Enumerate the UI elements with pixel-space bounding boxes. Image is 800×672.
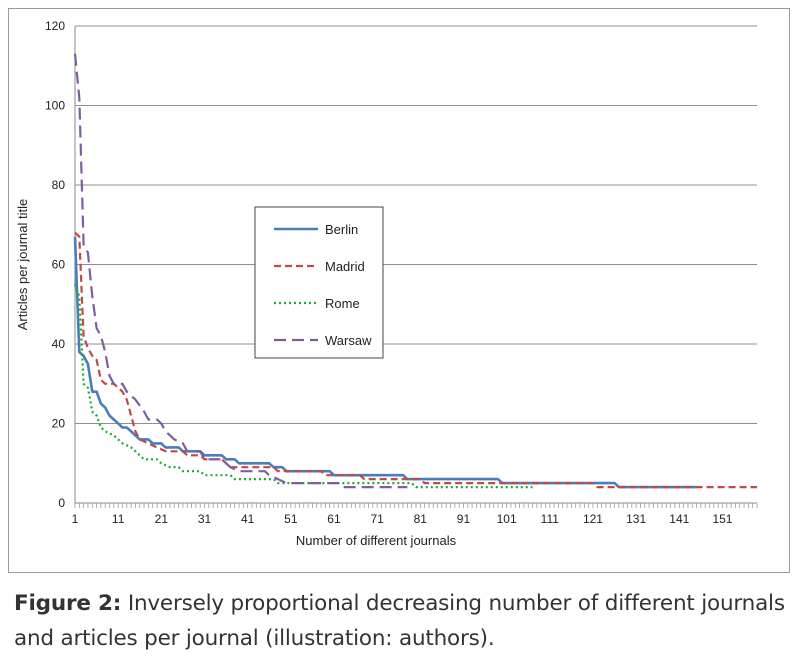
legend-label-madrid: Madrid <box>325 259 365 274</box>
series-line-berlin <box>73 236 697 489</box>
x-tick-label: 1 <box>72 512 79 526</box>
x-minor-ticks <box>74 503 758 508</box>
series-line-rome <box>73 284 533 489</box>
y-axis-title: Articles per journal title <box>15 199 30 331</box>
y-tick-labels: 0 20 40 60 80 100 120 <box>45 19 65 510</box>
x-tick-label: 51 <box>284 512 298 526</box>
x-tick-label: 81 <box>414 512 428 526</box>
y-tick-label: 80 <box>52 178 66 192</box>
y-tick-label: 60 <box>52 258 66 272</box>
legend-label-rome: Rome <box>325 296 360 311</box>
x-tick-label: 71 <box>370 512 384 526</box>
x-tick-label: 91 <box>457 512 471 526</box>
y-tick-label: 100 <box>45 99 65 113</box>
x-tick-label: 101 <box>497 512 517 526</box>
caption-label: Figure 2: <box>14 591 122 616</box>
legend-label-warsaw: Warsaw <box>325 333 372 348</box>
y-tick-label: 120 <box>45 19 65 33</box>
x-tick-label: 31 <box>198 512 212 526</box>
caption-text: Inversely proportional decreasing number… <box>14 591 785 651</box>
legend-box <box>254 206 384 359</box>
y-tick-label: 40 <box>52 337 66 351</box>
y-tick-label: 20 <box>52 417 66 431</box>
x-tick-label: 131 <box>626 512 646 526</box>
legend: Berlin Madrid Rome Warsaw <box>254 206 384 359</box>
series-line-warsaw <box>73 53 408 489</box>
x-tick-label: 141 <box>669 512 689 526</box>
y-tick-label: 0 <box>58 496 65 510</box>
series-line-madrid <box>74 231 757 489</box>
series-lines <box>73 53 757 489</box>
x-tick-label: 61 <box>327 512 341 526</box>
legend-label-berlin: Berlin <box>325 222 358 237</box>
x-tick-label: 41 <box>241 512 255 526</box>
x-tick-label: 111 <box>541 512 560 526</box>
gridlines <box>75 25 757 424</box>
x-tick-label: 121 <box>583 512 603 526</box>
x-axis-title: Number of different journals <box>296 533 457 548</box>
chart-frame: 0 20 40 60 80 100 120 1 11 21 31 41 51 61 71 81 91 101 11… <box>8 8 790 573</box>
x-tick-labels: 1 11 21 31 41 51 61 71 81 91 101 111 121 131 141 151 <box>72 512 733 526</box>
x-tick-label: 151 <box>712 512 732 526</box>
x-tick-label: 11 <box>112 512 125 526</box>
x-tick-label: 21 <box>155 512 169 526</box>
figure-caption: Figure 2: Inversely proportional decreas… <box>14 586 789 656</box>
legend-items: Berlin Madrid Rome Warsaw <box>274 222 372 348</box>
